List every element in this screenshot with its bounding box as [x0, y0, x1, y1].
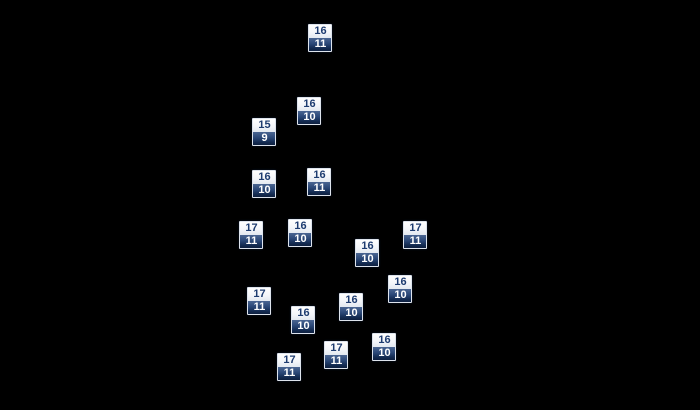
- high-temp-value: 17: [240, 222, 262, 235]
- temperature-marker[interactable]: 16 10: [297, 97, 321, 125]
- low-temp-value: 11: [404, 235, 426, 248]
- temperature-marker[interactable]: 17 11: [247, 287, 271, 315]
- low-temp-value: 10: [389, 289, 411, 302]
- high-temp-value: 16: [292, 307, 314, 320]
- high-temp-value: 15: [253, 119, 275, 132]
- high-temp-value: 16: [373, 334, 395, 347]
- low-temp-value: 10: [356, 253, 378, 266]
- temperature-marker[interactable]: 17 11: [239, 221, 263, 249]
- temperature-marker[interactable]: 16 10: [372, 333, 396, 361]
- high-temp-value: 17: [248, 288, 270, 301]
- low-temp-value: 11: [240, 235, 262, 248]
- high-temp-value: 16: [308, 169, 330, 182]
- temperature-marker[interactable]: 16 10: [339, 293, 363, 321]
- low-temp-value: 10: [253, 184, 275, 197]
- low-temp-value: 11: [325, 355, 347, 368]
- temperature-marker[interactable]: 16 10: [388, 275, 412, 303]
- temperature-marker[interactable]: 17 11: [324, 341, 348, 369]
- high-temp-value: 16: [289, 220, 311, 233]
- low-temp-value: 10: [289, 233, 311, 246]
- low-temp-value: 10: [298, 111, 320, 124]
- high-temp-value: 17: [278, 354, 300, 367]
- high-temp-value: 16: [340, 294, 362, 307]
- high-temp-value: 17: [325, 342, 347, 355]
- low-temp-value: 11: [278, 367, 300, 380]
- high-temp-value: 16: [356, 240, 378, 253]
- low-temp-value: 9: [253, 132, 275, 145]
- temperature-marker[interactable]: 16 11: [307, 168, 331, 196]
- low-temp-value: 11: [248, 301, 270, 314]
- temperature-marker[interactable]: 16 10: [252, 170, 276, 198]
- low-temp-value: 11: [308, 182, 330, 195]
- high-temp-value: 16: [309, 25, 331, 38]
- temperature-marker[interactable]: 16 10: [288, 219, 312, 247]
- temperature-marker[interactable]: 16 10: [291, 306, 315, 334]
- temperature-marker[interactable]: 17 11: [403, 221, 427, 249]
- low-temp-value: 11: [309, 38, 331, 51]
- temperature-marker[interactable]: 17 11: [277, 353, 301, 381]
- high-temp-value: 16: [298, 98, 320, 111]
- temperature-marker[interactable]: 15 9: [252, 118, 276, 146]
- low-temp-value: 10: [340, 307, 362, 320]
- low-temp-value: 10: [292, 320, 314, 333]
- temperature-marker[interactable]: 16 10: [355, 239, 379, 267]
- high-temp-value: 16: [389, 276, 411, 289]
- temperature-marker[interactable]: 16 11: [308, 24, 332, 52]
- low-temp-value: 10: [373, 347, 395, 360]
- high-temp-value: 16: [253, 171, 275, 184]
- high-temp-value: 17: [404, 222, 426, 235]
